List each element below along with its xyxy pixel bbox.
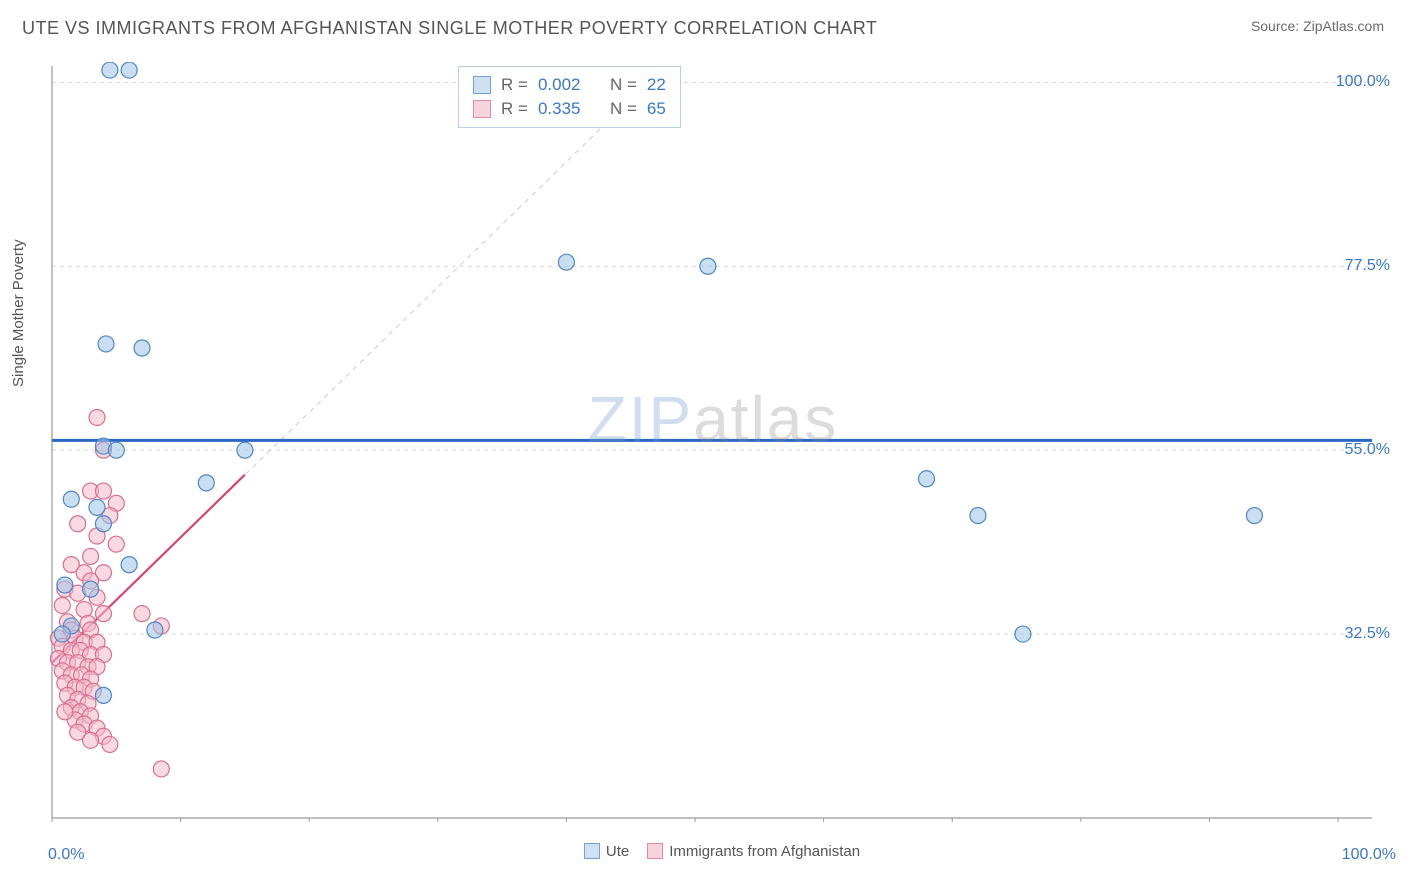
- stat-r-label: R =: [501, 99, 528, 119]
- source-label: Source: ZipAtlas.com: [1251, 18, 1384, 34]
- y-grid-label: 32.5%: [1345, 625, 1390, 643]
- legend-label-afghanistan: Immigrants from Afghanistan: [669, 843, 860, 860]
- stat-r-value: 0.002: [538, 75, 581, 95]
- y-axis-label: Single Mother Poverty: [10, 239, 27, 387]
- legend-swatch: [473, 100, 491, 118]
- stat-row: R = 0.335 N = 65: [473, 97, 666, 121]
- y-grid-label: 55.0%: [1345, 441, 1390, 459]
- legend-label-ute: Ute: [606, 843, 629, 860]
- scatter-plot: [48, 62, 1378, 822]
- stat-n-label: N =: [610, 75, 637, 95]
- legend-swatch-ute: [584, 843, 600, 859]
- bottom-legend: Ute Immigrants from Afghanistan: [48, 843, 1378, 860]
- chart-area: ZIPatlas R =0.002 N =22R =0.335 N =65 0.…: [48, 62, 1378, 822]
- y-grid-label: 100.0%: [1336, 73, 1390, 91]
- stat-n-label: N =: [610, 99, 637, 119]
- legend-swatch-afghanistan: [647, 843, 663, 859]
- stat-r-value: 0.335: [538, 99, 581, 119]
- chart-title: UTE VS IMMIGRANTS FROM AFGHANISTAN SINGL…: [22, 18, 877, 39]
- stat-row: R = 0.002 N = 22: [473, 73, 666, 97]
- legend-swatch: [473, 76, 491, 94]
- stat-n-value: 22: [647, 75, 666, 95]
- y-grid-label: 77.5%: [1345, 257, 1390, 275]
- stat-n-value: 65: [647, 99, 666, 119]
- correlation-stats-box: R = 0.002 N = 22 R = 0.335 N = 65: [458, 66, 681, 128]
- stat-r-label: R =: [501, 75, 528, 95]
